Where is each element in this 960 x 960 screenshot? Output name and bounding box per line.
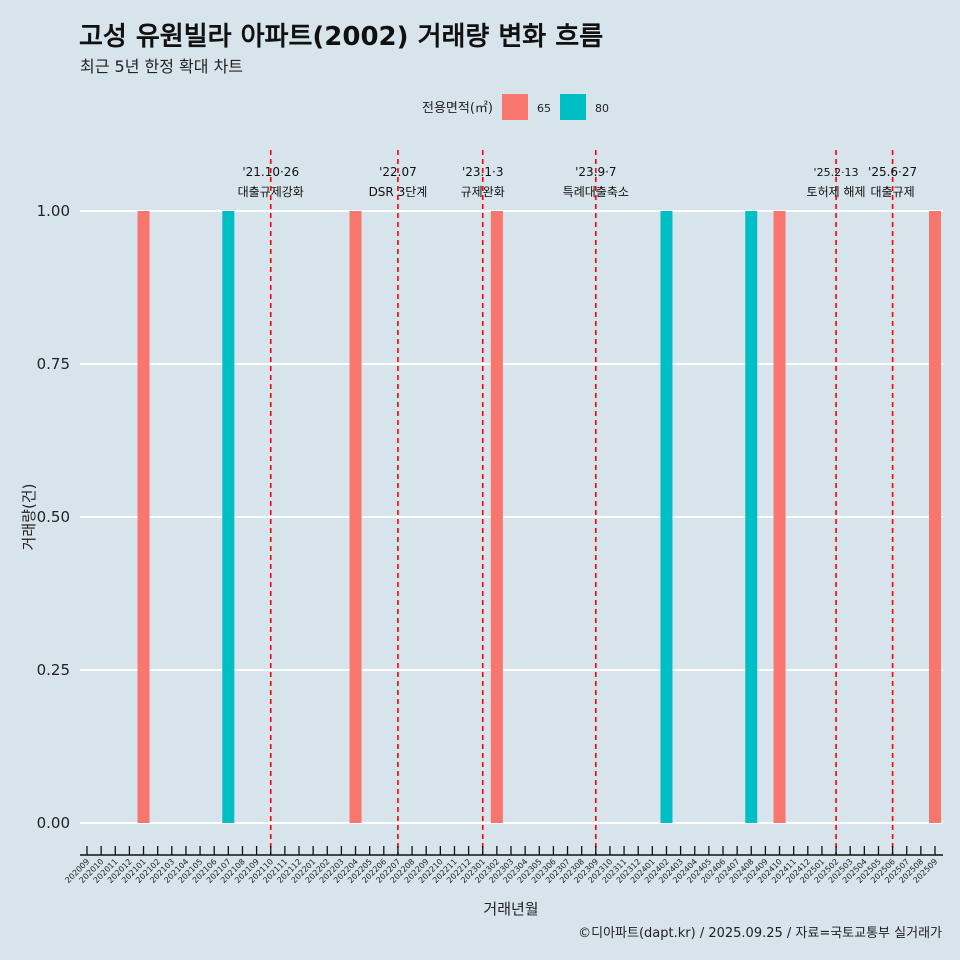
- bar-202509-65: [929, 211, 941, 823]
- chart-subtitle: 최근 5년 한정 확대 차트: [80, 57, 244, 76]
- event-date: '25.2·13: [814, 166, 859, 179]
- event-date: '22.07: [379, 165, 417, 179]
- bar-202408-80: [745, 211, 758, 823]
- chart-title: 고성 유원빌라 아파트(2002) 거래량 변화 흐름: [79, 22, 604, 52]
- y-tick-label: 1.00: [37, 202, 70, 220]
- event-date: '23.9·7: [575, 165, 616, 179]
- y-tick-label: 0.75: [37, 355, 70, 373]
- event-label: DSR 3단계: [369, 185, 428, 199]
- legend-swatch-65: [502, 94, 528, 120]
- legend-label-80: 80: [595, 102, 609, 115]
- event-label: 대출규제: [871, 185, 915, 199]
- event-label: 토허제 해제: [807, 185, 866, 199]
- chart-caption: ©디아파트(dapt.kr) / 2025.09.25 / 자료=국토교통부 실…: [578, 926, 942, 941]
- bar-202402-80: [660, 211, 673, 823]
- bar-202302-65: [490, 211, 503, 823]
- legend-title: 전용면적(㎡): [422, 101, 493, 116]
- event-date: '25.6·27: [868, 165, 917, 179]
- y-axis-title: 거래량(건): [20, 484, 38, 551]
- x-axis-title: 거래년월: [483, 900, 538, 918]
- legend-label-65: 65: [537, 102, 551, 115]
- y-tick-label: 0.50: [37, 508, 70, 526]
- bar-202410-65: [773, 211, 786, 823]
- event-date: '23.1·3: [462, 165, 503, 179]
- bar-202204-65: [349, 211, 362, 823]
- legend-swatch-80: [560, 94, 586, 120]
- event-date: '21.10·26: [242, 165, 299, 179]
- event-label: 대출규제강화: [238, 185, 304, 199]
- y-tick-label: 0.25: [37, 661, 70, 679]
- bar-202101-65: [137, 211, 150, 823]
- y-tick-label: 0.00: [37, 814, 70, 832]
- bar-202107-80: [222, 211, 235, 823]
- event-label: 특례대출축소: [563, 185, 629, 199]
- event-label: 규제완화: [461, 185, 505, 199]
